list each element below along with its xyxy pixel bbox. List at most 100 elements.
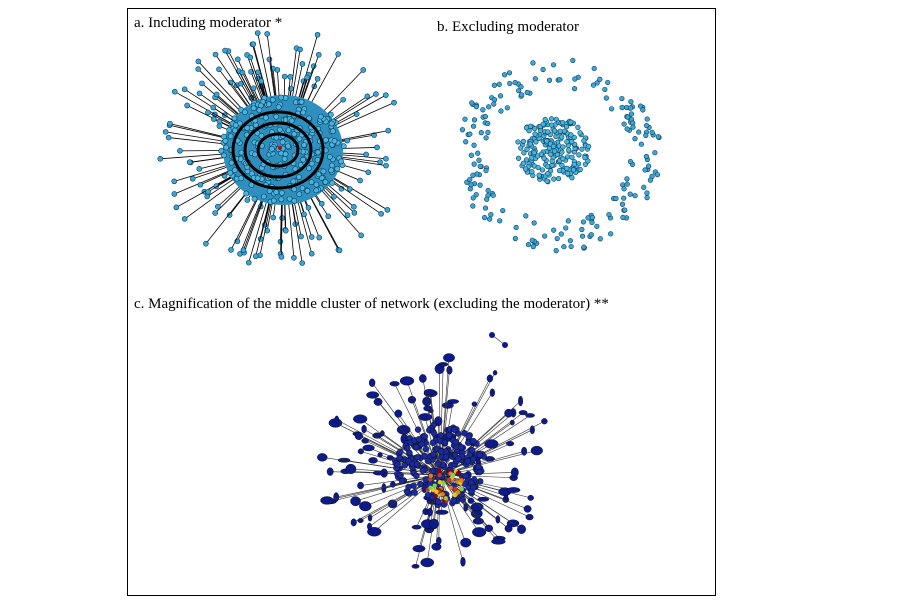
node: [394, 409, 403, 418]
node: [196, 90, 203, 97]
node: [317, 113, 324, 120]
node: [368, 457, 378, 464]
node: [557, 77, 563, 83]
node: [189, 175, 196, 182]
node: [589, 214, 595, 221]
node: [589, 219, 595, 226]
node: [278, 254, 285, 260]
node: [563, 225, 569, 231]
node: [536, 172, 542, 178]
node: [491, 101, 497, 107]
node: [258, 78, 264, 84]
node: [547, 151, 553, 157]
node: [468, 152, 474, 158]
node: [643, 132, 649, 139]
node: [291, 197, 298, 204]
node: [485, 129, 491, 135]
node: [357, 481, 364, 490]
network-c: [317, 332, 548, 569]
node: [517, 524, 526, 534]
node: [541, 418, 548, 425]
node: [290, 178, 297, 185]
node: [333, 492, 340, 502]
node: [344, 137, 351, 144]
node: [446, 365, 453, 375]
node: [367, 522, 373, 531]
node: [357, 177, 363, 184]
node: [485, 187, 491, 194]
node: [603, 95, 609, 101]
node: [222, 47, 228, 54]
node: [223, 144, 230, 151]
node: [340, 143, 347, 150]
node: [459, 486, 464, 492]
node: [520, 160, 527, 166]
node: [415, 436, 423, 443]
moderator: [278, 146, 282, 150]
node: [435, 509, 449, 515]
node: [264, 31, 270, 37]
node: [326, 467, 334, 476]
node: [496, 81, 502, 87]
node: [275, 104, 282, 111]
ring: [243, 121, 313, 179]
node: [467, 497, 475, 504]
node: [329, 180, 336, 186]
node: [507, 80, 513, 87]
panel-label: c. Magnification of the middle cluster o…: [134, 296, 609, 312]
node: [238, 149, 245, 156]
ring: [231, 110, 325, 190]
node: [628, 99, 634, 105]
node: [624, 181, 630, 187]
node: [434, 416, 443, 427]
node: [571, 134, 577, 141]
node: [389, 381, 400, 387]
node: [647, 177, 653, 183]
node: [216, 118, 223, 125]
node: [323, 137, 329, 143]
node: [628, 111, 635, 117]
node: [350, 518, 357, 527]
node: [561, 128, 568, 134]
node: [334, 165, 341, 172]
node: [273, 134, 280, 141]
node: [203, 240, 209, 247]
node: [569, 154, 575, 160]
node: [470, 203, 476, 209]
node: [251, 195, 258, 202]
node: [559, 162, 565, 168]
node: [331, 138, 338, 144]
node: [522, 166, 529, 172]
node: [234, 56, 241, 63]
node: [468, 182, 474, 188]
node: [406, 449, 413, 456]
node: [286, 195, 293, 202]
node: [477, 163, 483, 169]
node: [269, 145, 275, 152]
node: [350, 496, 361, 507]
node: [502, 342, 508, 348]
node: [315, 171, 322, 178]
node: [483, 167, 489, 174]
node: [413, 472, 420, 480]
node: [555, 175, 562, 182]
node: [560, 144, 566, 150]
node: [216, 123, 223, 129]
node: [314, 31, 321, 38]
node: [530, 60, 536, 66]
node: [377, 159, 383, 165]
node: [374, 144, 380, 151]
node: [476, 451, 484, 458]
node: [442, 453, 450, 461]
node: [391, 99, 397, 106]
node: [336, 247, 343, 254]
node: [504, 105, 510, 111]
node: [532, 126, 538, 132]
node: [195, 58, 202, 65]
node: [244, 197, 251, 203]
node: [471, 142, 477, 148]
node: [434, 498, 442, 505]
node: [353, 414, 368, 424]
node: [577, 166, 583, 173]
node: [529, 169, 535, 175]
